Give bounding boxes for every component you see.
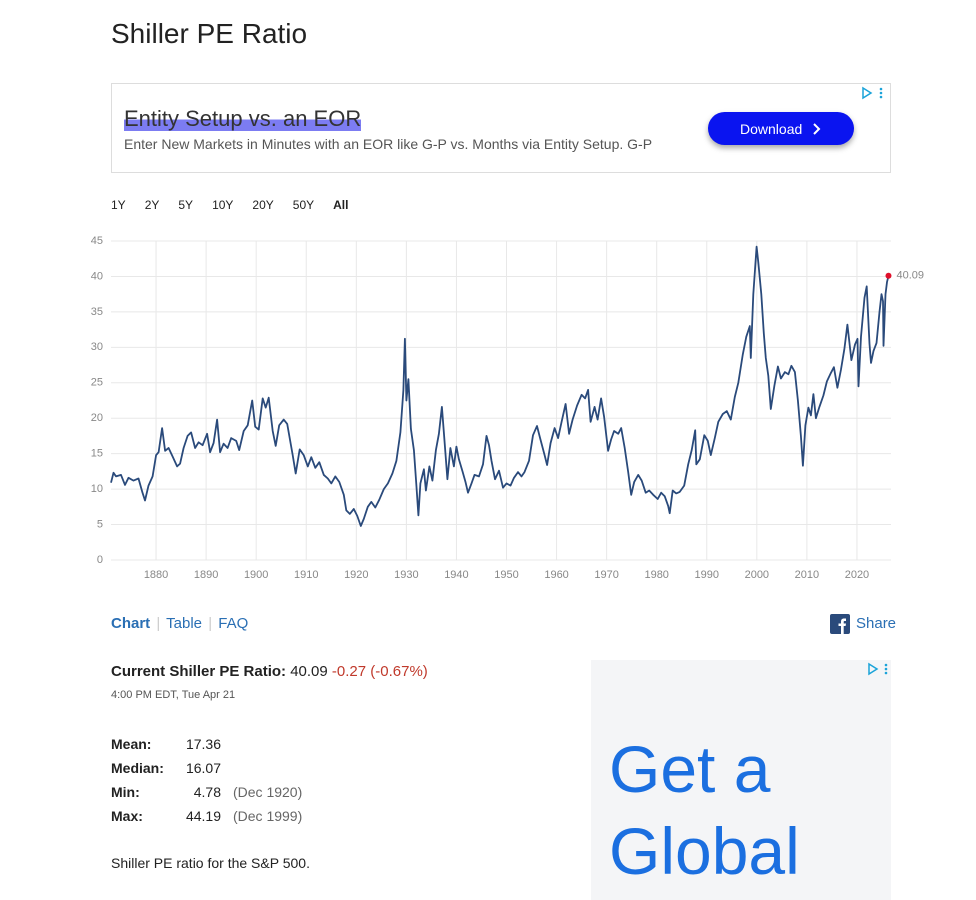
description: Shiller PE ratio for the S&P 500.	[111, 855, 310, 871]
y-tick-label: 15	[91, 448, 103, 460]
stat-label: Max:	[111, 808, 143, 824]
x-tick-label: 1960	[544, 569, 568, 581]
stat-value: 16.07	[185, 760, 221, 776]
y-tick-label: 45	[91, 235, 103, 247]
chevron-icon	[813, 123, 821, 135]
stat-value: 44.19	[185, 808, 221, 824]
x-tick-label: 1990	[695, 569, 719, 581]
stat-label: Mean:	[111, 736, 152, 752]
timestamp: 4:00 PM EDT, Tue Apr 21	[111, 689, 236, 701]
current-value: Current Shiller PE Ratio: 40.09 -0.27 (-…	[111, 663, 428, 680]
y-tick-label: 35	[91, 306, 103, 318]
x-tick-label: 1910	[294, 569, 318, 581]
ad-headline[interactable]: Entity Setup vs. an EOR	[124, 106, 362, 131]
chart: 0 5 10 15 20 25 30 35 40 45 1880 1890 1900 1910 1920 19…	[91, 235, 924, 581]
tab[interactable]: Chart	[111, 615, 151, 632]
stat-value: 4.78	[193, 784, 221, 800]
y-tick-label: 0	[97, 554, 103, 566]
side-ad-line: Global	[609, 814, 800, 888]
tab-bar: Chart | Table | FAQ	[111, 615, 249, 632]
facebook-icon[interactable]	[830, 614, 850, 634]
side-ad[interactable]: Get a Global	[591, 660, 891, 900]
range-button[interactable]: 5Y	[178, 198, 194, 212]
ad-button[interactable]: Download	[708, 112, 854, 145]
y-tick-label: 20	[91, 412, 103, 424]
range-button[interactable]: All	[333, 198, 349, 212]
range-button[interactable]: 1Y	[111, 198, 126, 212]
y-tick-label: 25	[91, 377, 103, 389]
ad-button-label: Download	[740, 121, 803, 137]
x-tick-label: 1980	[644, 569, 668, 581]
ad-text: Enter New Markets in Minutes with an EOR…	[124, 136, 653, 152]
x-tick-label: 1930	[394, 569, 418, 581]
x-tick-label: 2000	[745, 569, 769, 581]
page-title: Shiller PE Ratio	[111, 18, 308, 49]
range-button[interactable]: 20Y	[252, 198, 274, 212]
share-link[interactable]: Share	[856, 615, 897, 632]
stat-label: Median:	[111, 760, 164, 776]
ad-choices-icon[interactable]	[866, 662, 890, 676]
range-button[interactable]: 50Y	[292, 198, 315, 212]
stat-label: Min:	[111, 784, 140, 800]
x-tick-label: 1950	[494, 569, 518, 581]
x-tick-label: 1940	[444, 569, 468, 581]
x-tick-label: 1970	[594, 569, 618, 581]
ad-choices-icon[interactable]	[860, 86, 886, 100]
line-series	[110, 245, 890, 527]
stat-date: (Dec 1920)	[233, 784, 303, 800]
x-tick-label: 2010	[795, 569, 819, 581]
tab[interactable]: FAQ	[218, 615, 249, 632]
x-tick-label: 1900	[244, 569, 268, 581]
tab[interactable]: Table	[166, 615, 203, 632]
x-tick-label: 1890	[194, 569, 218, 581]
stat-date: (Dec 1999)	[233, 808, 303, 824]
side-ad-text: Get a Global	[609, 728, 800, 892]
range-button[interactable]: 2Y	[144, 198, 160, 212]
current-label: Current Shiller PE Ratio:	[111, 663, 287, 680]
range-button[interactable]: 10Y	[212, 198, 234, 212]
current-change: -0.27 (-0.67%)	[331, 663, 428, 680]
side-ad-line: Get a	[609, 732, 771, 806]
y-tick-label: 5	[97, 518, 103, 530]
y-tick-label: 40	[91, 270, 103, 282]
x-tick-label: 1880	[144, 569, 168, 581]
y-tick-label: 30	[91, 341, 103, 353]
x-tick-label: 2020	[845, 569, 869, 581]
last-point	[885, 272, 892, 279]
ad-banner[interactable]: Entity Setup vs. an EOR Enter New Market…	[111, 83, 891, 173]
last-value-label: 40.09	[896, 270, 924, 282]
y-tick-label: 10	[91, 483, 103, 495]
current-number: 40.09	[290, 663, 328, 680]
stat-value: 17.36	[185, 736, 221, 752]
x-tick-label: 1920	[344, 569, 368, 581]
